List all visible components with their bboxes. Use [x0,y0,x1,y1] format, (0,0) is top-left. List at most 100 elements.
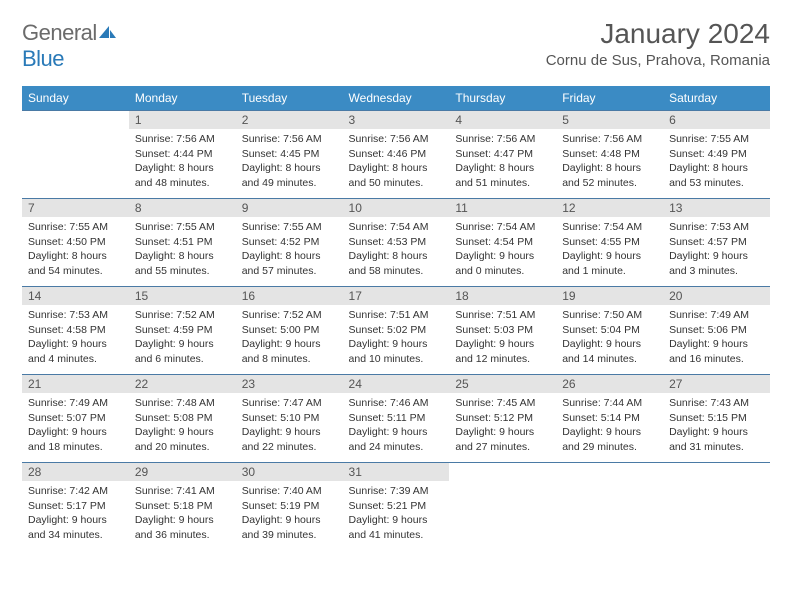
day-number: 28 [22,463,129,481]
daylight-text: Daylight: 9 hours [135,425,230,440]
sunrise-text: Sunrise: 7:44 AM [562,396,657,411]
daylight-text: Daylight: 9 hours [135,513,230,528]
day-details: Sunrise: 7:54 AMSunset: 4:54 PMDaylight:… [449,217,556,283]
day-number: 12 [556,199,663,217]
sunset-text: Sunset: 5:07 PM [28,411,123,426]
day-details: Sunrise: 7:55 AMSunset: 4:51 PMDaylight:… [129,217,236,283]
sunset-text: Sunset: 4:52 PM [242,235,337,250]
sunset-text: Sunset: 4:57 PM [669,235,764,250]
daylight-text: Daylight: 9 hours [135,337,230,352]
calendar-cell: 22Sunrise: 7:48 AMSunset: 5:08 PMDayligh… [129,375,236,463]
day-details: Sunrise: 7:44 AMSunset: 5:14 PMDaylight:… [556,393,663,459]
day-details: Sunrise: 7:41 AMSunset: 5:18 PMDaylight:… [129,481,236,547]
calendar-cell [556,463,663,551]
sunset-text: Sunset: 5:21 PM [349,499,444,514]
sunset-text: Sunset: 4:45 PM [242,147,337,162]
day-number: 25 [449,375,556,393]
logo-text: GeneralBlue [22,20,117,72]
calendar-cell: 27Sunrise: 7:43 AMSunset: 5:15 PMDayligh… [663,375,770,463]
logo: GeneralBlue [22,20,117,72]
sunset-text: Sunset: 5:03 PM [455,323,550,338]
day-number: 11 [449,199,556,217]
logo-part2: Blue [22,46,64,71]
daylight-text: Daylight: 8 hours [242,249,337,264]
day-number: 22 [129,375,236,393]
daylight-text: and 50 minutes. [349,176,444,191]
calendar-cell: 13Sunrise: 7:53 AMSunset: 4:57 PMDayligh… [663,199,770,287]
calendar-cell: 11Sunrise: 7:54 AMSunset: 4:54 PMDayligh… [449,199,556,287]
daylight-text: Daylight: 9 hours [242,513,337,528]
sunset-text: Sunset: 4:58 PM [28,323,123,338]
month-title: January 2024 [546,18,770,50]
sunset-text: Sunset: 4:50 PM [28,235,123,250]
calendar-cell: 18Sunrise: 7:51 AMSunset: 5:03 PMDayligh… [449,287,556,375]
day-details: Sunrise: 7:56 AMSunset: 4:47 PMDaylight:… [449,129,556,195]
day-details: Sunrise: 7:48 AMSunset: 5:08 PMDaylight:… [129,393,236,459]
day-details: Sunrise: 7:50 AMSunset: 5:04 PMDaylight:… [556,305,663,371]
daylight-text: and 52 minutes. [562,176,657,191]
calendar-cell: 24Sunrise: 7:46 AMSunset: 5:11 PMDayligh… [343,375,450,463]
calendar-cell: 23Sunrise: 7:47 AMSunset: 5:10 PMDayligh… [236,375,343,463]
daylight-text: and 24 minutes. [349,440,444,455]
calendar-row: 1Sunrise: 7:56 AMSunset: 4:44 PMDaylight… [22,111,770,199]
weekday-header: Thursday [449,86,556,111]
daylight-text: Daylight: 9 hours [349,337,444,352]
sunset-text: Sunset: 5:04 PM [562,323,657,338]
day-details: Sunrise: 7:56 AMSunset: 4:45 PMDaylight:… [236,129,343,195]
header: GeneralBlue January 2024 Cornu de Sus, P… [22,18,770,72]
day-details: Sunrise: 7:54 AMSunset: 4:53 PMDaylight:… [343,217,450,283]
day-details: Sunrise: 7:49 AMSunset: 5:06 PMDaylight:… [663,305,770,371]
sunrise-text: Sunrise: 7:51 AM [455,308,550,323]
calendar-cell: 2Sunrise: 7:56 AMSunset: 4:45 PMDaylight… [236,111,343,199]
calendar-cell [663,463,770,551]
sunset-text: Sunset: 5:06 PM [669,323,764,338]
day-number: 23 [236,375,343,393]
daylight-text: Daylight: 9 hours [562,425,657,440]
sunset-text: Sunset: 5:10 PM [242,411,337,426]
day-number: 20 [663,287,770,305]
day-details: Sunrise: 7:54 AMSunset: 4:55 PMDaylight:… [556,217,663,283]
day-details: Sunrise: 7:55 AMSunset: 4:49 PMDaylight:… [663,129,770,195]
daylight-text: and 41 minutes. [349,528,444,543]
weekday-header: Sunday [22,86,129,111]
sunset-text: Sunset: 4:48 PM [562,147,657,162]
day-number: 26 [556,375,663,393]
calendar-cell: 16Sunrise: 7:52 AMSunset: 5:00 PMDayligh… [236,287,343,375]
calendar-cell: 26Sunrise: 7:44 AMSunset: 5:14 PMDayligh… [556,375,663,463]
daylight-text: and 4 minutes. [28,352,123,367]
calendar-body: 1Sunrise: 7:56 AMSunset: 4:44 PMDaylight… [22,111,770,551]
calendar-row: 14Sunrise: 7:53 AMSunset: 4:58 PMDayligh… [22,287,770,375]
daylight-text: and 49 minutes. [242,176,337,191]
sunrise-text: Sunrise: 7:56 AM [562,132,657,147]
calendar-cell: 29Sunrise: 7:41 AMSunset: 5:18 PMDayligh… [129,463,236,551]
sunrise-text: Sunrise: 7:55 AM [669,132,764,147]
daylight-text: Daylight: 9 hours [669,337,764,352]
calendar-cell: 6Sunrise: 7:55 AMSunset: 4:49 PMDaylight… [663,111,770,199]
day-number: 10 [343,199,450,217]
day-number: 4 [449,111,556,129]
sunrise-text: Sunrise: 7:56 AM [455,132,550,147]
sunrise-text: Sunrise: 7:53 AM [669,220,764,235]
daylight-text: Daylight: 9 hours [242,337,337,352]
daylight-text: Daylight: 8 hours [135,161,230,176]
day-number: 30 [236,463,343,481]
sunrise-text: Sunrise: 7:56 AM [242,132,337,147]
calendar-cell: 4Sunrise: 7:56 AMSunset: 4:47 PMDaylight… [449,111,556,199]
daylight-text: and 51 minutes. [455,176,550,191]
sunrise-text: Sunrise: 7:49 AM [28,396,123,411]
weekday-header: Friday [556,86,663,111]
daylight-text: Daylight: 9 hours [562,249,657,264]
sunset-text: Sunset: 5:11 PM [349,411,444,426]
day-number: 6 [663,111,770,129]
calendar-cell: 10Sunrise: 7:54 AMSunset: 4:53 PMDayligh… [343,199,450,287]
day-number: 16 [236,287,343,305]
day-details: Sunrise: 7:56 AMSunset: 4:44 PMDaylight:… [129,129,236,195]
day-details: Sunrise: 7:42 AMSunset: 5:17 PMDaylight:… [22,481,129,547]
daylight-text: and 57 minutes. [242,264,337,279]
calendar-row: 28Sunrise: 7:42 AMSunset: 5:17 PMDayligh… [22,463,770,551]
daylight-text: and 58 minutes. [349,264,444,279]
sunset-text: Sunset: 5:18 PM [135,499,230,514]
sunrise-text: Sunrise: 7:52 AM [242,308,337,323]
sunrise-text: Sunrise: 7:54 AM [349,220,444,235]
day-number: 21 [22,375,129,393]
